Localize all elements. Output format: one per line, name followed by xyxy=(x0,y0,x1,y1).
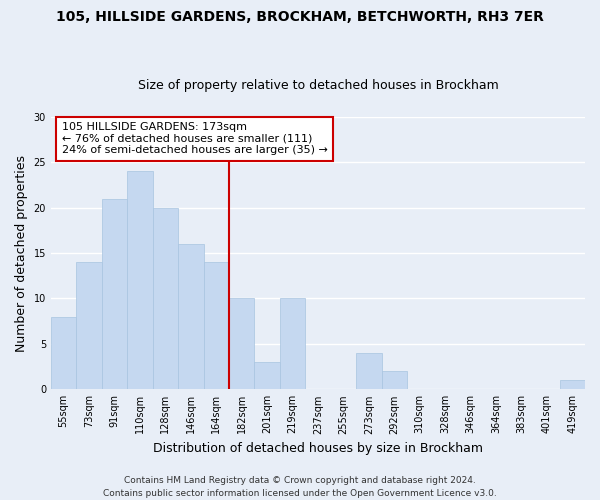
Bar xyxy=(152,208,178,390)
Bar xyxy=(280,298,305,390)
Title: Size of property relative to detached houses in Brockham: Size of property relative to detached ho… xyxy=(137,79,499,92)
Bar xyxy=(127,172,152,390)
Bar xyxy=(102,198,127,390)
Bar xyxy=(51,316,76,390)
Bar xyxy=(382,371,407,390)
Text: Contains HM Land Registry data © Crown copyright and database right 2024.
Contai: Contains HM Land Registry data © Crown c… xyxy=(103,476,497,498)
Bar xyxy=(229,298,254,390)
Bar xyxy=(254,362,280,390)
Text: 105, HILLSIDE GARDENS, BROCKHAM, BETCHWORTH, RH3 7ER: 105, HILLSIDE GARDENS, BROCKHAM, BETCHWO… xyxy=(56,10,544,24)
Bar xyxy=(76,262,102,390)
Bar xyxy=(356,353,382,390)
Bar xyxy=(178,244,203,390)
Bar xyxy=(203,262,229,390)
X-axis label: Distribution of detached houses by size in Brockham: Distribution of detached houses by size … xyxy=(153,442,483,455)
Text: 105 HILLSIDE GARDENS: 173sqm
← 76% of detached houses are smaller (111)
24% of s: 105 HILLSIDE GARDENS: 173sqm ← 76% of de… xyxy=(62,122,328,156)
Bar xyxy=(560,380,585,390)
Y-axis label: Number of detached properties: Number of detached properties xyxy=(15,154,28,352)
